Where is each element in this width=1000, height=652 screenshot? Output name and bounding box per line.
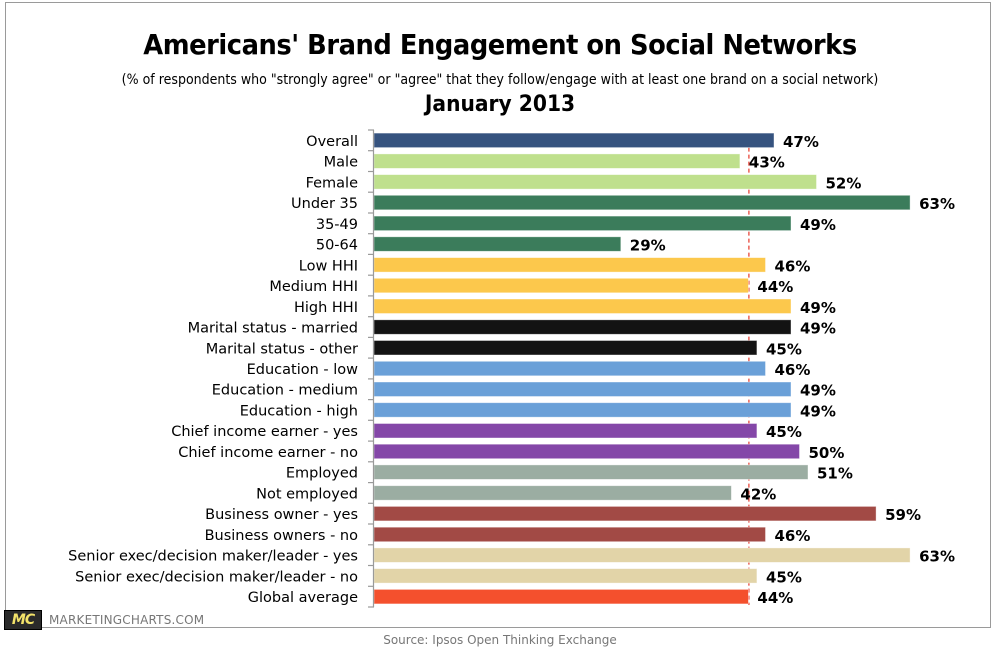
category-label: High HHI	[294, 300, 358, 316]
bar	[373, 485, 732, 501]
bar	[373, 340, 758, 356]
bar	[373, 236, 622, 252]
chart-frame	[5, 2, 991, 628]
value-label: 49%	[800, 382, 836, 400]
value-label: 49%	[800, 299, 836, 317]
bar	[373, 257, 766, 273]
category-label: Global average	[248, 590, 358, 606]
value-label: 42%	[740, 485, 776, 503]
category-label: Overall	[306, 134, 358, 150]
category-label: Male	[324, 155, 358, 171]
value-label: 52%	[826, 174, 862, 192]
category-label: 35-49	[316, 217, 358, 233]
value-label: 46%	[775, 527, 811, 545]
bar	[373, 589, 749, 605]
bar	[373, 298, 792, 314]
category-label: Low HHI	[299, 258, 358, 274]
value-label: 46%	[775, 257, 811, 275]
category-label: Chief income earner - no	[178, 445, 358, 461]
category-label: Female	[306, 175, 359, 191]
bar	[373, 215, 792, 232]
bars-layer	[373, 132, 911, 605]
bar	[373, 402, 792, 418]
category-label: Not employed	[256, 486, 358, 502]
value-label: 50%	[809, 444, 845, 462]
value-label: 44%	[757, 278, 793, 296]
category-label: Marital status - married	[188, 321, 358, 337]
category-label: Business owner - yes	[205, 507, 358, 523]
value-label: 29%	[630, 237, 666, 255]
bar	[373, 526, 766, 543]
chart-period: January 2013	[424, 92, 576, 117]
marketingcharts-wordmark[interactable]: MARKETINGCHARTS.COM	[49, 613, 205, 627]
category-label: Medium HHI	[269, 279, 358, 295]
bar	[373, 174, 817, 190]
bar	[373, 132, 775, 149]
bar	[373, 319, 792, 335]
bar	[373, 464, 809, 480]
value-label: 47%	[783, 133, 819, 151]
category-label: Senior exec/decision maker/leader - yes	[68, 549, 358, 565]
category-label: Education - low	[247, 362, 359, 378]
value-label: 63%	[919, 195, 955, 213]
value-label: 45%	[766, 568, 802, 586]
bar	[373, 547, 911, 563]
bar	[373, 568, 758, 584]
value-label: 44%	[757, 589, 793, 607]
value-label: 49%	[800, 216, 836, 234]
value-label: 51%	[817, 465, 853, 483]
labels-layer: Overall 47% Male 43% Female 52% Under 35 63% 35-…	[68, 133, 955, 607]
category-label: Chief income earner - yes	[171, 424, 358, 440]
category-label: Under 35	[291, 196, 358, 212]
marketingcharts-logo: MC	[4, 610, 42, 630]
category-label: Education - high	[240, 404, 358, 420]
chart-title: Americans' Brand Engagement on Social Ne…	[143, 28, 857, 61]
category-label: Senior exec/decision maker/leader - no	[75, 569, 358, 585]
bar	[373, 194, 911, 211]
chart-subtitle: (% of respondents who "strongly agree" o…	[121, 72, 879, 88]
bar	[373, 505, 877, 522]
bar	[373, 381, 792, 397]
bar	[373, 423, 758, 439]
category-label: Marital status - other	[206, 341, 358, 357]
source-note: Source: Ipsos Open Thinking Exchange	[0, 633, 1000, 647]
bar	[373, 153, 741, 169]
value-label: 49%	[800, 320, 836, 338]
value-label: 63%	[919, 548, 955, 566]
source-text: Source: Ipsos Open Thinking Exchange	[383, 633, 617, 647]
value-label: 45%	[766, 423, 802, 441]
bar	[373, 360, 766, 377]
bar	[373, 443, 800, 460]
category-label: Employed	[286, 466, 358, 482]
y-axis	[368, 129, 375, 608]
value-label: 43%	[749, 154, 785, 172]
value-label: 45%	[766, 340, 802, 358]
bar	[373, 277, 749, 294]
category-label: Business owners - no	[205, 528, 359, 544]
value-label: 49%	[800, 403, 836, 421]
category-label: Education - medium	[212, 383, 358, 399]
value-label: 59%	[885, 506, 921, 524]
category-label: 50-64	[316, 238, 358, 254]
value-label: 46%	[775, 361, 811, 379]
